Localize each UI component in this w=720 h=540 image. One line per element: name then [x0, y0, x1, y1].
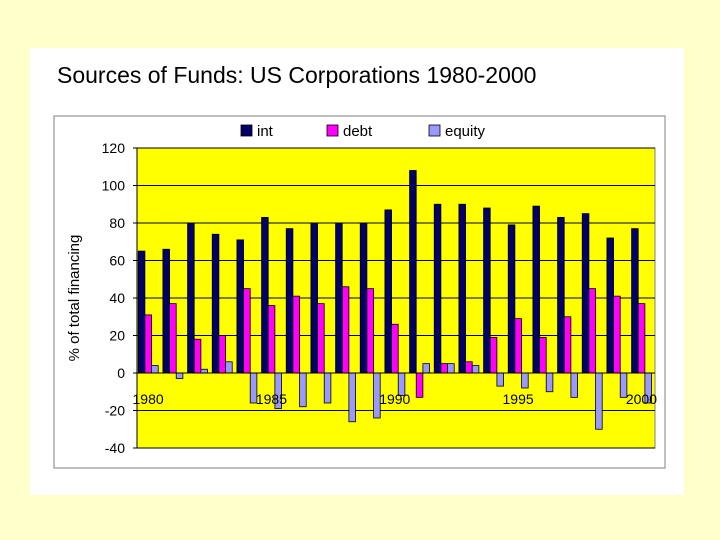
bar-int-1992 — [433, 203, 442, 374]
x-tick-label-1985: 1985 — [256, 391, 287, 407]
bar-int-1997 — [557, 216, 565, 374]
bar-debt-1984 — [243, 288, 251, 374]
bar-debt-2000 — [637, 303, 646, 374]
y-tick-labels: 120 100 80 60 40 20 0 -20 -40 — [102, 140, 126, 456]
bar-int-1991 — [409, 170, 417, 374]
bar-int-1995 — [507, 224, 516, 374]
y-tick-label-0: 0 — [117, 365, 125, 381]
chart-title: Sources of Funds: US Corporations 1980-2… — [57, 62, 537, 88]
x-tick-label-1995: 1995 — [503, 391, 534, 407]
bar-debt-1983 — [218, 335, 226, 374]
bar-debt-1997 — [563, 316, 572, 374]
y-tick-label-20: 20 — [109, 328, 125, 344]
bar-debt-1996 — [539, 336, 547, 374]
bar-equity-1997 — [570, 372, 578, 398]
legend-label-equity: equity — [445, 123, 486, 140]
y-tick-label-60: 60 — [109, 253, 125, 269]
y-tick-label-40: 40 — [109, 290, 125, 306]
bar-debt-1991 — [415, 372, 424, 398]
bar-equity-1980 — [151, 365, 159, 374]
bar-equity-1992 — [447, 363, 455, 374]
bar-debt-1985 — [267, 305, 276, 374]
bar-equity-1986 — [299, 372, 307, 408]
y-tick-label-80: 80 — [109, 215, 125, 231]
bar-debt-1980 — [144, 314, 152, 374]
legend-label-debt: debt — [343, 123, 373, 140]
bar-equity-1988 — [348, 372, 356, 423]
bar-int-1980 — [137, 250, 146, 374]
bar-int-2000 — [631, 228, 639, 374]
x-tick-label-1980: 1980 — [133, 391, 164, 407]
bar-int-1989 — [359, 222, 368, 374]
bar-equity-1982 — [200, 368, 208, 374]
bar-int-1999 — [606, 237, 614, 374]
bar-debt-1992 — [440, 363, 448, 374]
bar-equity-1995 — [521, 372, 529, 389]
bar-debt-1987 — [317, 303, 325, 374]
bar-debt-1998 — [588, 288, 596, 374]
bar-debt-1988 — [341, 286, 350, 374]
bar-int-1983 — [211, 233, 220, 374]
bars — [137, 170, 652, 430]
bar-int-1994 — [483, 207, 491, 374]
bar-int-1998 — [581, 213, 590, 374]
bar-int-1987 — [310, 222, 318, 374]
bar-debt-1990 — [391, 323, 399, 374]
bar-int-1985 — [261, 216, 269, 374]
bar-int-1986 — [285, 228, 294, 374]
bar-int-1993 — [458, 203, 466, 374]
y-tick-label-120: 120 — [102, 140, 126, 156]
bar-debt-1981 — [169, 303, 177, 374]
bar-equity-1994 — [496, 372, 504, 387]
bar-equity-1993 — [471, 365, 480, 374]
x-tick-label-1990: 1990 — [379, 391, 410, 407]
bar-debt-1999 — [613, 295, 621, 374]
bar-equity-1987 — [323, 372, 332, 404]
bar-debt-1995 — [514, 318, 522, 374]
bar-equity-1991 — [422, 363, 430, 374]
bar-debt-1989 — [366, 288, 374, 374]
y-tick-label-100: 100 — [102, 178, 126, 194]
bar-int-1988 — [335, 222, 343, 374]
bar-debt-1994 — [489, 336, 498, 374]
legend-swatch-equity — [428, 124, 441, 137]
bar-int-1982 — [187, 222, 195, 374]
legend-label-int: int — [257, 123, 274, 140]
bar-equity-1996 — [545, 372, 554, 393]
y-axis-label: % of total financing — [66, 235, 83, 362]
bar-int-1981 — [162, 248, 170, 374]
bar-debt-1982 — [193, 338, 202, 374]
x-tick-labels: 1980 1985 1990 1995 2000 — [133, 391, 658, 407]
y-tick-label--20: -20 — [105, 403, 125, 419]
legend: int debt equity — [240, 123, 486, 140]
bar-int-1984 — [236, 239, 244, 374]
bar-equity-1998 — [595, 372, 603, 430]
legend-swatch-debt — [326, 124, 339, 137]
bar-equity-1983 — [225, 361, 233, 374]
bar-debt-1986 — [292, 295, 300, 374]
bar-debt-1993 — [465, 361, 473, 374]
axes — [133, 147, 655, 449]
bar-int-1996 — [532, 205, 540, 374]
x-tick-label-2000: 2000 — [626, 391, 657, 407]
y-tick-label--40: -40 — [105, 440, 125, 456]
bar-int-1990 — [384, 209, 392, 374]
bar-equity-1981 — [175, 372, 184, 380]
legend-swatch-int — [240, 124, 253, 137]
